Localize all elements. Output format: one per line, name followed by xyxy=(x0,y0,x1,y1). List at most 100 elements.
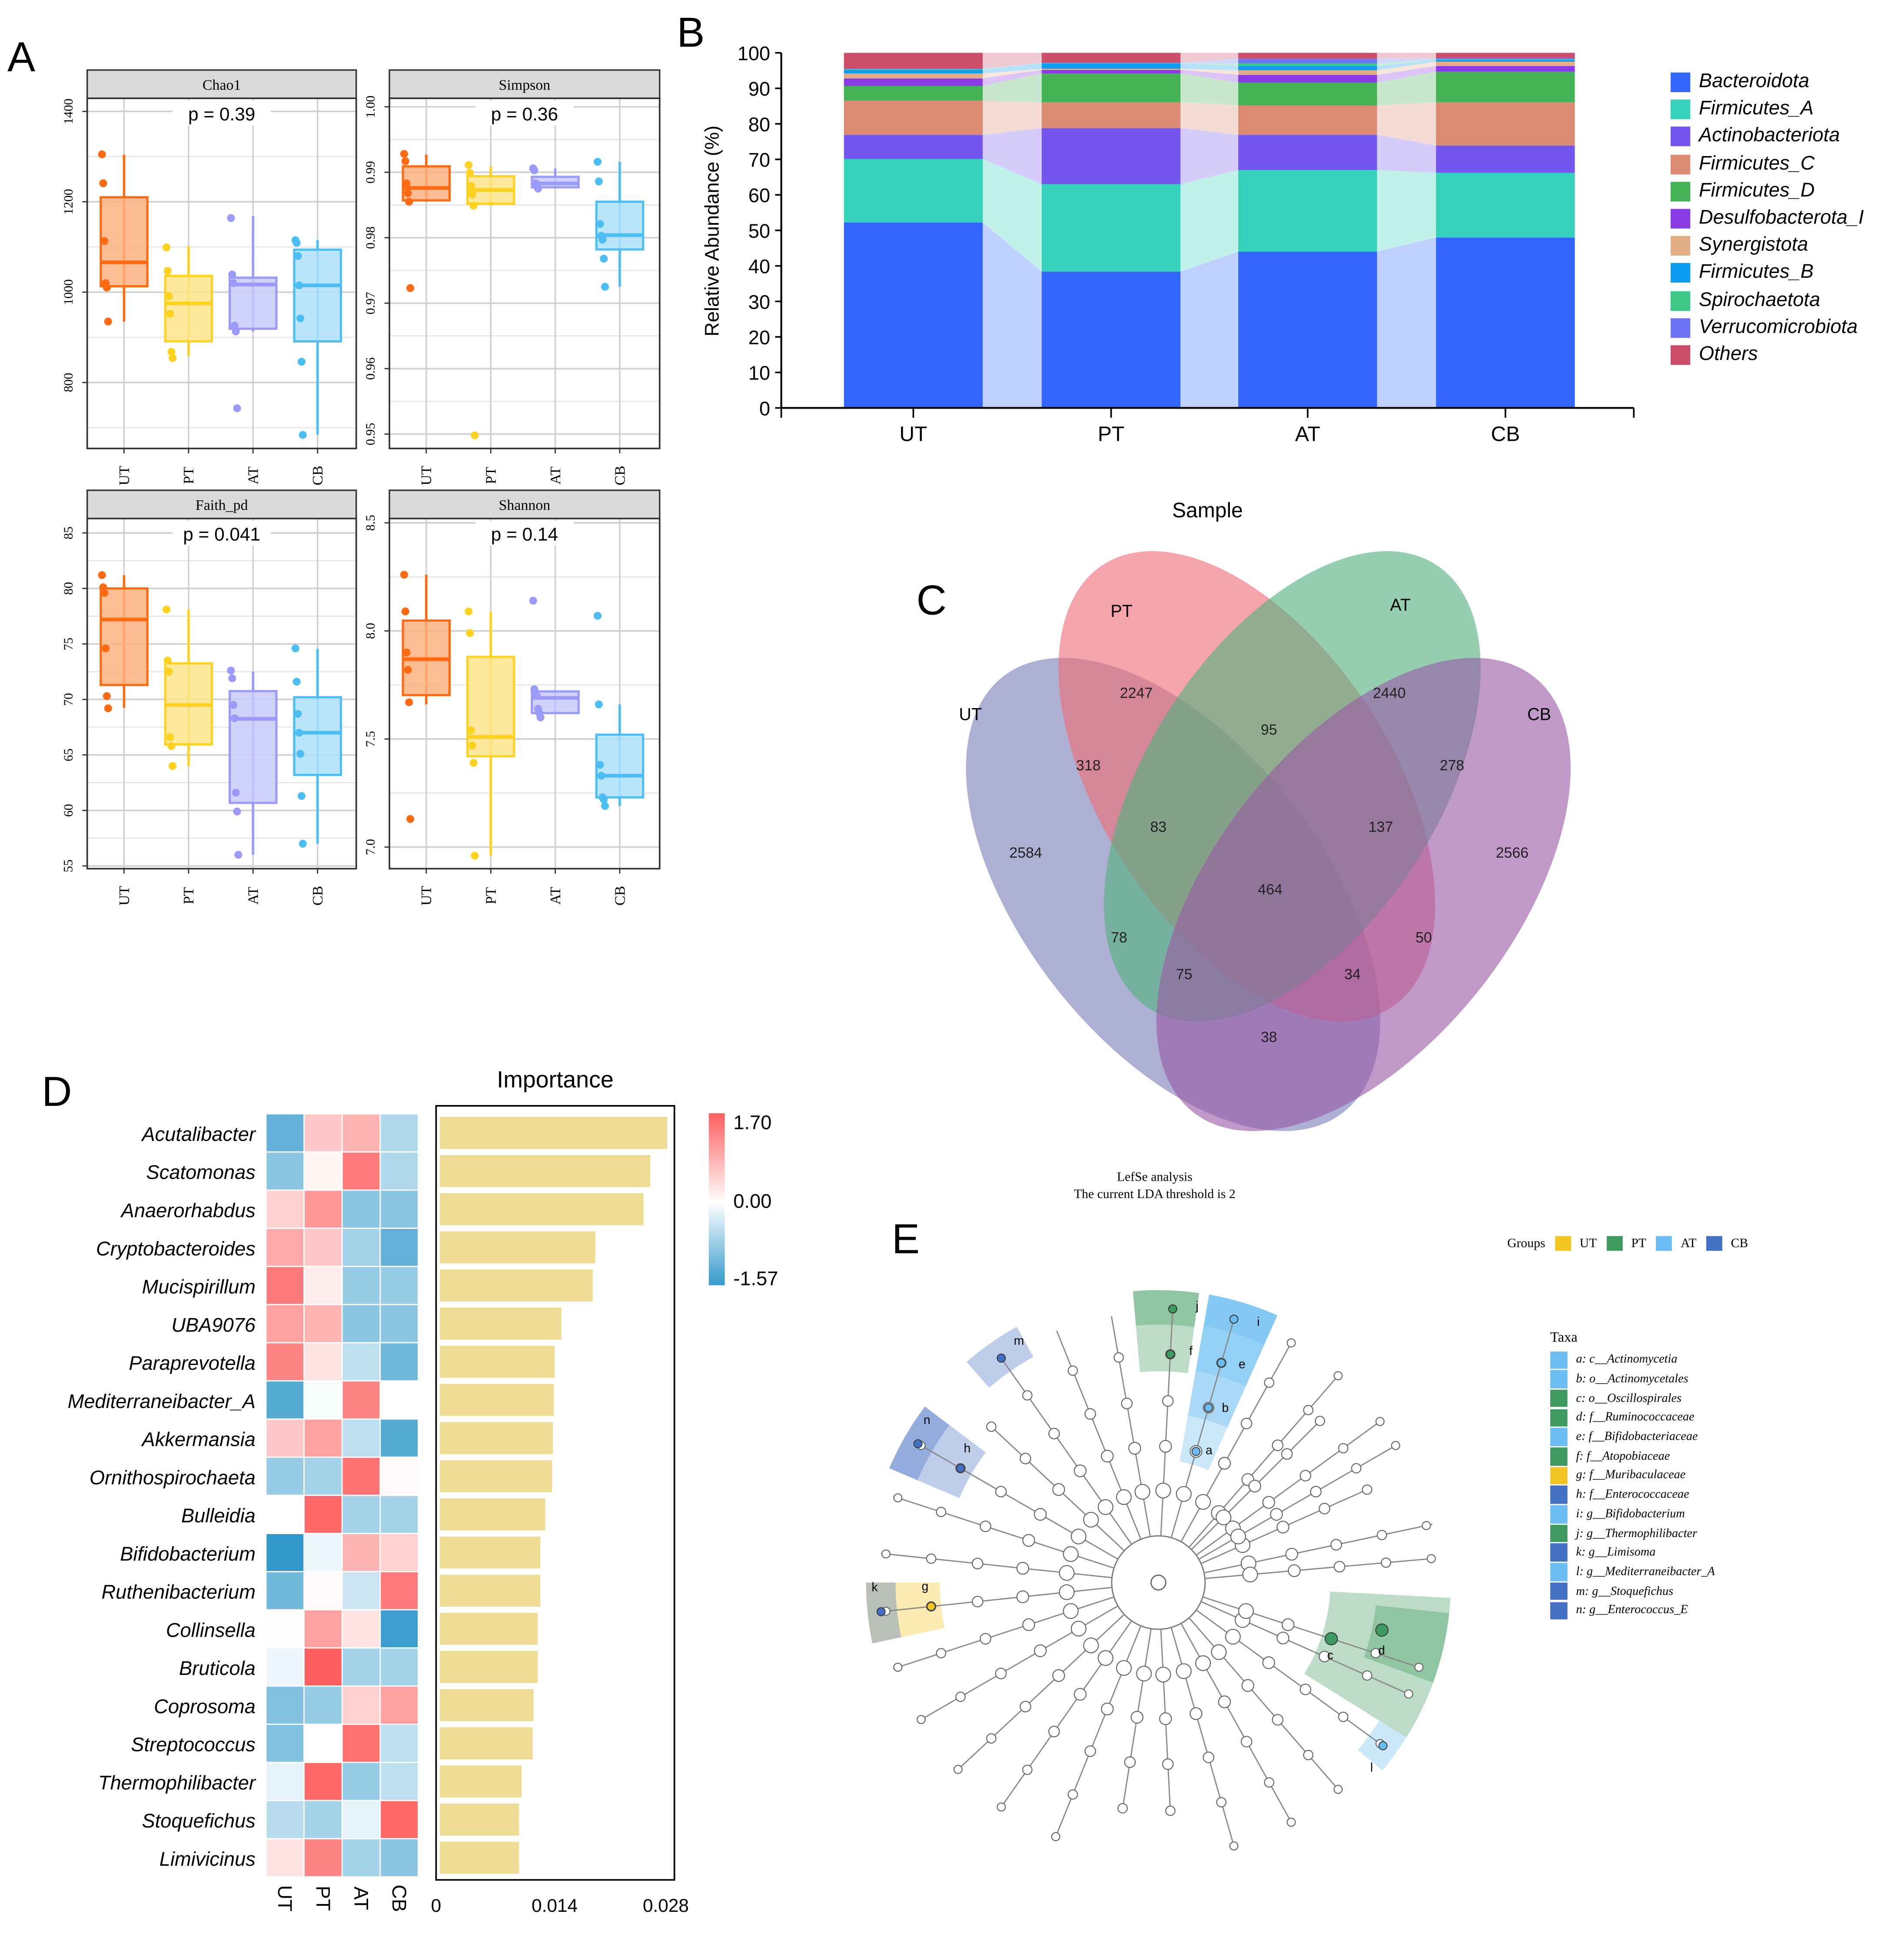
heatmap-cell xyxy=(266,1801,304,1838)
bar-segment-firmicutes_c xyxy=(1041,102,1181,128)
data-point xyxy=(529,596,537,605)
data-point xyxy=(291,644,299,652)
facet-title: Chao1 xyxy=(203,77,241,93)
boxplot-shannon: Shannon 7.0 7.5 8.0 8.5 p = 0.14 UT PT AT CB xyxy=(364,489,661,905)
x-tick-label: UT xyxy=(116,886,133,905)
bar-segment-actinobacteriota xyxy=(1436,145,1575,173)
taxa-swatch xyxy=(1550,1428,1568,1446)
alluvial-link xyxy=(1180,53,1239,63)
stacked-bar-chart: 0 10 20 30 40 50 60 70 80 90 100 UT PT AT CB Sample Rela… xyxy=(701,42,1635,522)
bar-segment-actinobacteriota xyxy=(1238,135,1377,170)
row-label: Anaerorhabdus xyxy=(120,1199,256,1222)
heatmap-cell xyxy=(342,1228,380,1266)
alluvial-link xyxy=(1377,71,1436,106)
data-point xyxy=(165,292,173,300)
tree-node xyxy=(1176,1663,1192,1679)
data-point xyxy=(162,243,171,252)
color-scale-label: 1.70 xyxy=(733,1112,771,1134)
bar-segment-bacteroidota xyxy=(1436,237,1575,408)
tree-node xyxy=(1121,1398,1133,1409)
y-tick-label: 1000 xyxy=(62,279,76,305)
heatmap-cell xyxy=(342,1763,380,1800)
x-tick-label: PT xyxy=(483,887,499,904)
alluvial-link xyxy=(983,159,1042,272)
alluvial-link xyxy=(1180,102,1239,135)
data-point xyxy=(163,656,172,665)
heatmap-cell xyxy=(266,1610,304,1648)
facet-strip xyxy=(86,69,357,99)
row-label: Akkermansia xyxy=(141,1428,256,1451)
data-point xyxy=(595,700,603,709)
biomarker-letter: m xyxy=(1014,1333,1024,1347)
bar-segment-verrucomicrobiota xyxy=(1436,58,1575,60)
heatmap-cell xyxy=(304,1724,342,1762)
row-label: Bulleidia xyxy=(181,1505,256,1527)
heatmap-cell xyxy=(304,1534,342,1571)
tree-node xyxy=(1165,1805,1176,1816)
row-label: Collinsella xyxy=(166,1619,256,1641)
data-point xyxy=(465,161,473,169)
data-point xyxy=(229,701,238,709)
color-scale-bar xyxy=(708,1113,725,1285)
heatmap-cell xyxy=(304,1267,342,1304)
plot-frame xyxy=(86,97,357,449)
heatmap-cell xyxy=(381,1572,418,1609)
tree-node xyxy=(1203,1751,1214,1763)
data-point xyxy=(167,742,176,750)
tree-node xyxy=(1117,1803,1128,1814)
tree-node xyxy=(1063,1603,1079,1619)
alluvial-link xyxy=(983,73,1042,103)
taxa-label: l: g__Mediterraneibacter_A xyxy=(1576,1565,1715,1579)
tree-branch xyxy=(917,1443,1119,1560)
biomarker-node-k xyxy=(876,1607,886,1616)
tree-node xyxy=(1262,1496,1275,1509)
legend-label: Actinobacteriota xyxy=(1699,126,1840,147)
heatmap-importance: Acutalibacter Scatomonas Anaerorhabdus Cryp… xyxy=(68,1066,778,1916)
y-tick-label: 90 xyxy=(748,78,770,100)
data-point xyxy=(228,270,236,279)
heatmap-cell xyxy=(342,1801,380,1838)
tree-node xyxy=(1136,1665,1152,1681)
venn-region-count: 2584 xyxy=(1009,845,1042,861)
importance-bar xyxy=(439,1269,593,1302)
heatmap-cell xyxy=(304,1305,342,1342)
tree-node xyxy=(1264,1777,1275,1788)
alluvial-link xyxy=(1377,170,1436,252)
taxa-swatch xyxy=(1550,1525,1568,1543)
tree-node xyxy=(1159,1440,1172,1453)
legend-swatch xyxy=(1671,209,1691,229)
biomarker-letter: j xyxy=(1196,1299,1199,1313)
y-axis-title: Relative Abundance (%) xyxy=(701,126,723,336)
importance-tick-label: 0.014 xyxy=(532,1895,578,1916)
tree-node xyxy=(1370,1648,1381,1658)
heatmap-cell xyxy=(304,1763,342,1800)
tree-node xyxy=(1218,1457,1231,1470)
row-label: Scatomonas xyxy=(146,1161,256,1183)
bar-segment-others xyxy=(1436,53,1575,58)
data-point xyxy=(471,852,479,860)
alluvial-link xyxy=(1377,135,1436,173)
data-point xyxy=(104,317,112,326)
data-point xyxy=(229,279,238,287)
x-tick-label: PT xyxy=(181,467,197,484)
y-tick-label: 1400 xyxy=(62,99,76,124)
heatmap-cell xyxy=(381,1610,418,1648)
data-point xyxy=(296,750,305,758)
bar-segment-firmicutes_d xyxy=(1041,73,1181,103)
venn-region-count: 2566 xyxy=(1496,845,1529,861)
tree-node xyxy=(1022,1764,1033,1775)
importance-bar xyxy=(439,1345,555,1378)
tree-node xyxy=(986,1421,997,1432)
heatmap-cell xyxy=(381,1839,418,1877)
p-value-label: p = 0.39 xyxy=(188,104,255,124)
data-point xyxy=(228,674,236,682)
x-tick-label: AT xyxy=(548,887,564,905)
tree-node xyxy=(1083,1511,1099,1528)
taxa-legend-item: a: c__Actinomycetia xyxy=(1550,1350,1715,1369)
box xyxy=(229,690,278,804)
taxa-label: k: g__Limisoma xyxy=(1576,1546,1656,1560)
alluvial-link xyxy=(983,63,1042,70)
legend-label: Verrucomicrobiota xyxy=(1699,316,1858,338)
data-point xyxy=(104,704,112,712)
bar-segment-synergistota xyxy=(1041,69,1181,70)
